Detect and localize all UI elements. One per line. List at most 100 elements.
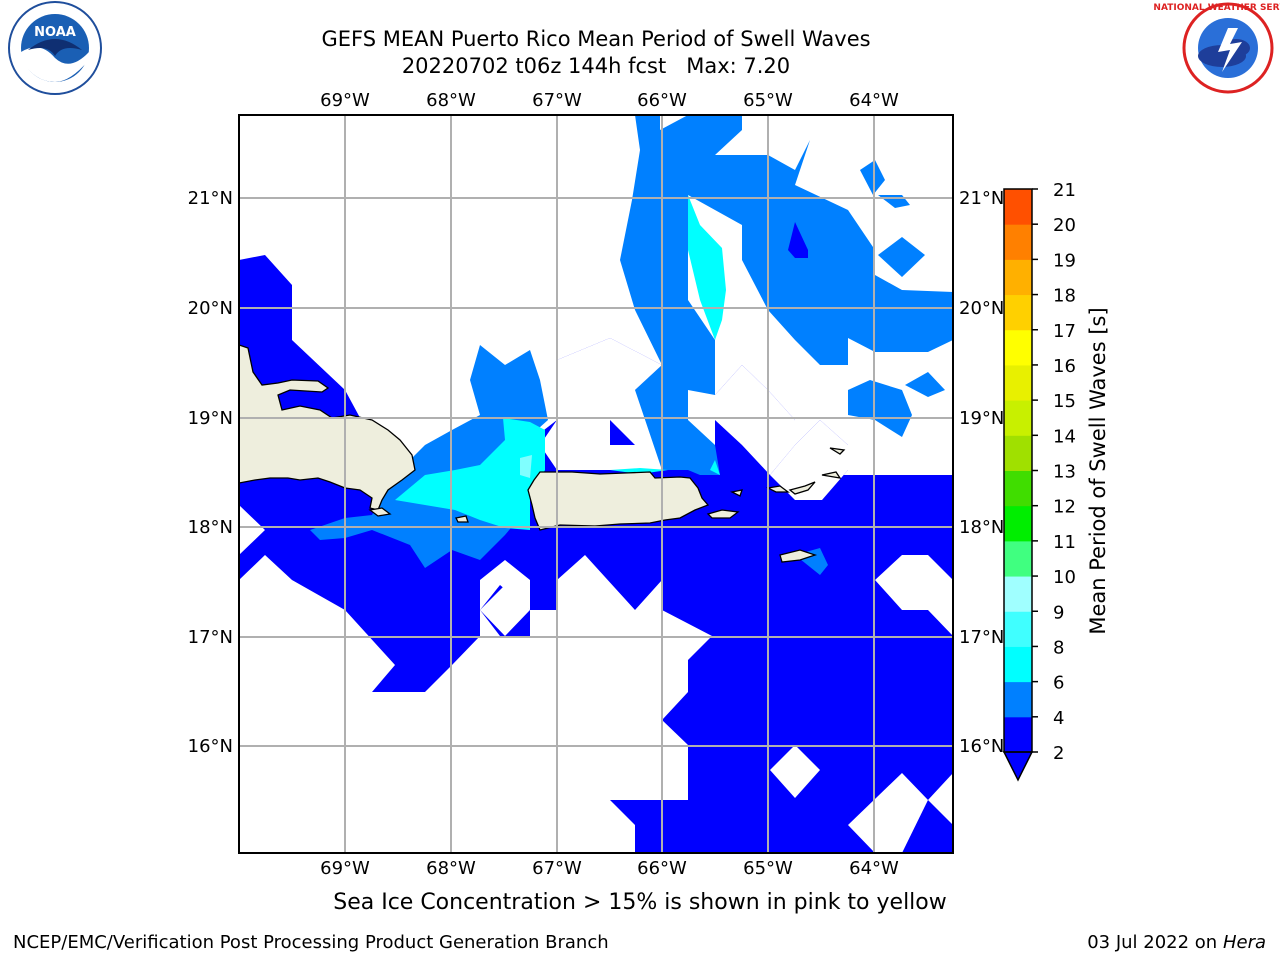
contour-4-6s bbox=[878, 237, 925, 277]
masked-patch bbox=[848, 773, 928, 853]
lon-label: 69°W bbox=[320, 90, 370, 111]
lon-label: 64°W bbox=[849, 858, 899, 879]
footer-date-text: 03 Jul 2022 on bbox=[1087, 932, 1223, 953]
contour-6-8s bbox=[395, 418, 545, 530]
colorbar-bin bbox=[1004, 505, 1032, 542]
footer-host: Hera bbox=[1222, 932, 1266, 953]
colorbar-tick-label: 10 bbox=[1053, 567, 1076, 588]
lat-labels-right: 21°N 20°N 19°N 18°N 17°N 16°N bbox=[959, 188, 1004, 757]
contour-4-6s bbox=[848, 380, 912, 437]
lon-label: 66°W bbox=[637, 90, 687, 111]
masked-patch bbox=[875, 555, 953, 636]
colorbar-bin bbox=[1004, 681, 1032, 718]
colorbar-tick-label: 2 bbox=[1053, 743, 1064, 764]
colorbar-bin bbox=[1004, 224, 1032, 260]
masked-patch bbox=[540, 338, 662, 470]
land-virgin-islands bbox=[788, 481, 816, 495]
lon-label: 65°W bbox=[743, 90, 793, 111]
masked-patch bbox=[770, 745, 820, 798]
lon-label: 68°W bbox=[426, 858, 476, 879]
masked-patch bbox=[770, 420, 848, 500]
land-st-croix bbox=[779, 549, 818, 563]
land-virgin-islands bbox=[765, 485, 790, 493]
colorbar-bin bbox=[1004, 329, 1032, 366]
colorbar-tick-label: 16 bbox=[1053, 356, 1076, 377]
swell-period-field bbox=[239, 115, 953, 853]
land-hispaniola bbox=[239, 344, 416, 511]
colorbar-bin bbox=[1004, 259, 1032, 296]
lon-label: 68°W bbox=[426, 90, 476, 111]
colorbar-bin bbox=[1004, 189, 1032, 225]
lat-label: 20°N bbox=[959, 298, 1004, 319]
lon-label: 66°W bbox=[637, 858, 687, 879]
colorbar-extend-min bbox=[1002, 751, 1034, 782]
colorbar: 2 4 6 8 9 10 11 12 13 14 15 16 17 18 19 20 21 bbox=[1002, 180, 1076, 782]
contour-4-6s bbox=[905, 372, 945, 397]
lat-label: 17°N bbox=[959, 627, 1004, 648]
noaa-logo: NOAA bbox=[8, 1, 102, 95]
footer-branch: NCEP/EMC/Verification Post Processing Pr… bbox=[13, 932, 609, 953]
colorbar-label: Mean Period of Swell Waves [s] bbox=[1086, 307, 1110, 634]
colorbar-tick-label: 15 bbox=[1053, 391, 1076, 412]
colorbar-bin bbox=[1004, 540, 1032, 577]
colorbar-tick-label: 11 bbox=[1053, 532, 1076, 553]
chart-title: GEFS MEAN Puerto Rico Mean Period of Swe… bbox=[321, 27, 871, 51]
masked-patch bbox=[715, 365, 795, 445]
colorbar-tick-label: 17 bbox=[1053, 321, 1076, 342]
footer-date: 03 Jul 2022 on Hera bbox=[1087, 932, 1266, 953]
nws-logo: NATIONAL WEATHER SERVICE bbox=[1153, 2, 1280, 94]
lat-label: 19°N bbox=[959, 408, 1004, 429]
colorbar-bin bbox=[1004, 611, 1032, 647]
lon-label: 64°W bbox=[849, 90, 899, 111]
colorbar-bin bbox=[1004, 576, 1032, 612]
lat-label: 18°N bbox=[959, 517, 1004, 538]
lat-label: 16°N bbox=[188, 736, 233, 757]
colorbar-bin bbox=[1004, 470, 1032, 507]
lat-label: 21°N bbox=[188, 188, 233, 209]
lat-label: 19°N bbox=[188, 408, 233, 429]
colorbar-bin bbox=[1004, 400, 1032, 436]
lon-labels-bottom: 69°W 68°W 67°W 66°W 65°W 64°W bbox=[320, 858, 899, 879]
lat-label: 21°N bbox=[959, 188, 1004, 209]
masked-patch bbox=[480, 585, 530, 636]
colorbar-tick-label: 18 bbox=[1053, 286, 1076, 307]
colorbar-tick-label: 4 bbox=[1053, 708, 1064, 729]
colorbar-tick-label: 21 bbox=[1053, 180, 1076, 201]
land-islet bbox=[368, 507, 392, 517]
noaa-logo-text: NOAA bbox=[34, 25, 76, 40]
map-grid bbox=[239, 115, 953, 853]
colorbar-tick-label: 19 bbox=[1053, 250, 1076, 271]
lat-label: 18°N bbox=[188, 517, 233, 538]
lat-label: 16°N bbox=[959, 736, 1004, 757]
lat-labels-left: 21°N 20°N 19°N 18°N 17°N 16°N bbox=[188, 188, 233, 757]
lon-label: 67°W bbox=[532, 90, 582, 111]
colorbar-tick-label: 13 bbox=[1053, 462, 1076, 483]
colorbar-tick-label: 14 bbox=[1053, 426, 1076, 447]
land-virgin-islands bbox=[730, 489, 743, 497]
contour-8-9s bbox=[520, 455, 532, 478]
land-virgin-islands bbox=[821, 471, 842, 479]
colorbar-bin bbox=[1004, 435, 1032, 471]
lon-labels-top: 69°W 68°W 67°W 66°W 65°W 64°W bbox=[320, 90, 899, 111]
contour-4-6s bbox=[860, 160, 885, 195]
contour-2-4s bbox=[788, 222, 808, 258]
colorbar-tick-label: 8 bbox=[1053, 637, 1064, 658]
land-islet bbox=[455, 515, 469, 523]
colorbar-bin bbox=[1004, 716, 1032, 753]
land-virgin-islands bbox=[829, 447, 846, 455]
contour-6-8s bbox=[710, 460, 720, 475]
lon-label: 69°W bbox=[320, 858, 370, 879]
colorbar-bin bbox=[1004, 646, 1032, 683]
sea-ice-caption: Sea Ice Concentration > 15% is shown in … bbox=[333, 890, 947, 915]
lon-label: 65°W bbox=[743, 858, 793, 879]
colorbar-tick-label: 12 bbox=[1053, 497, 1076, 518]
colorbar-bin bbox=[1004, 294, 1032, 331]
masked-patch bbox=[928, 773, 953, 825]
lon-label: 67°W bbox=[532, 858, 582, 879]
contour-4-6s bbox=[620, 115, 953, 475]
colorbar-tick-label: 9 bbox=[1053, 602, 1064, 623]
colorbar-bin bbox=[1004, 364, 1032, 401]
chart-subtitle: 20220702 t06z 144h fcst Max: 7.20 bbox=[401, 54, 791, 78]
contour-6-8s bbox=[610, 468, 668, 474]
contour-6-8s bbox=[688, 195, 726, 340]
